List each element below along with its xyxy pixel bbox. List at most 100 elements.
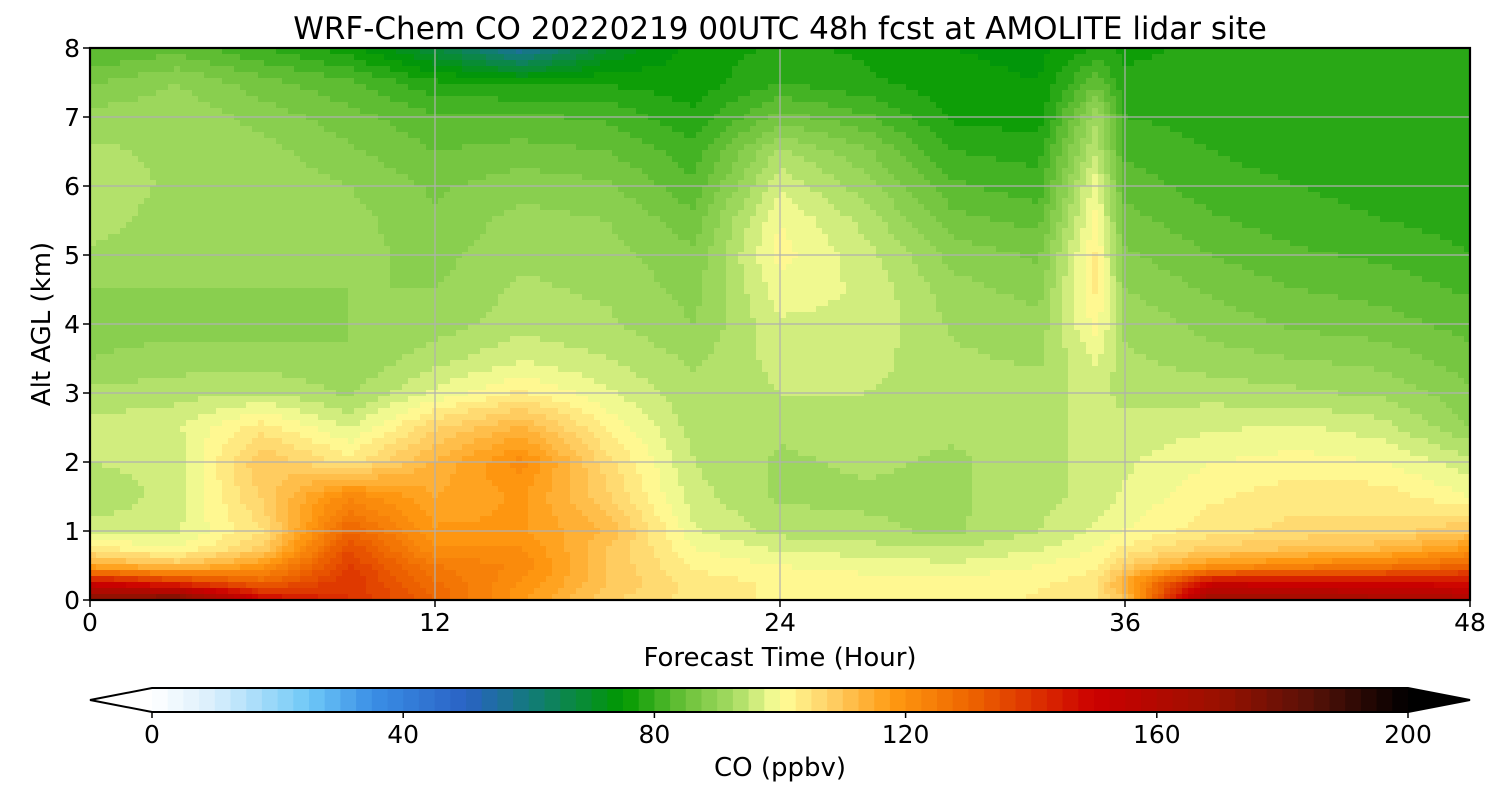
- co-cell: [984, 54, 991, 61]
- co-cell: [120, 102, 127, 109]
- co-cell: [216, 126, 223, 133]
- co-cell: [786, 120, 793, 127]
- co-cell: [804, 168, 811, 175]
- co-cell: [570, 48, 577, 55]
- co-cell: [780, 144, 787, 151]
- co-cell: [1230, 144, 1237, 151]
- co-cell: [726, 54, 733, 61]
- co-cell: [768, 66, 775, 73]
- co-cell: [138, 102, 145, 109]
- co-cell: [840, 102, 847, 109]
- co-cell: [354, 120, 361, 127]
- co-cell: [1224, 108, 1231, 115]
- co-cell: [870, 150, 877, 157]
- co-cell: [474, 132, 481, 139]
- co-cell: [1062, 54, 1069, 61]
- co-cell: [690, 96, 697, 103]
- co-cell: [168, 150, 175, 157]
- co-cell: [462, 66, 469, 73]
- co-cell: [498, 150, 505, 157]
- co-cell: [1320, 60, 1327, 67]
- co-cell: [756, 174, 763, 181]
- co-cell: [390, 78, 397, 85]
- co-cell: [300, 132, 307, 139]
- co-cell: [276, 162, 283, 169]
- co-cell: [1386, 108, 1393, 115]
- co-cell: [1320, 168, 1327, 175]
- co-cell: [744, 108, 751, 115]
- co-cell: [894, 60, 901, 67]
- co-cell: [1230, 150, 1237, 157]
- co-cell: [306, 150, 313, 157]
- co-cell: [888, 174, 895, 181]
- co-cell: [228, 72, 235, 79]
- co-cell: [144, 162, 151, 169]
- co-cell: [906, 150, 913, 157]
- co-cell: [1032, 66, 1039, 73]
- co-cell: [546, 102, 553, 109]
- co-cell: [1242, 66, 1249, 73]
- co-cell: [1368, 144, 1375, 151]
- co-cell: [726, 48, 733, 55]
- co-cell: [702, 132, 709, 139]
- co-cell: [420, 60, 427, 67]
- co-cell: [900, 126, 907, 133]
- co-cell: [822, 150, 829, 157]
- co-cell: [1230, 54, 1237, 61]
- co-cell: [222, 90, 229, 97]
- co-cell: [1464, 144, 1471, 151]
- co-cell: [1344, 120, 1351, 127]
- co-cell: [1164, 60, 1171, 67]
- co-cell: [624, 48, 631, 55]
- co-cell: [204, 150, 211, 157]
- co-cell: [504, 120, 511, 127]
- co-cell: [912, 156, 919, 163]
- co-cell: [1158, 54, 1165, 61]
- co-cell: [1056, 150, 1063, 157]
- co-cell: [192, 120, 199, 127]
- co-cell: [1410, 150, 1417, 157]
- co-cell: [348, 102, 355, 109]
- co-cell: [672, 162, 679, 169]
- co-cell: [840, 174, 847, 181]
- co-cell: [444, 156, 451, 163]
- co-cell: [948, 132, 955, 139]
- co-cell: [786, 72, 793, 79]
- co-cell: [1320, 48, 1327, 55]
- co-cell: [1380, 84, 1387, 91]
- co-cell: [1038, 150, 1045, 157]
- co-cell: [240, 60, 247, 67]
- co-cell: [408, 150, 415, 157]
- co-cell: [540, 108, 547, 115]
- co-cell: [888, 162, 895, 169]
- co-cell: [1014, 120, 1021, 127]
- co-cell: [498, 78, 505, 85]
- co-cell: [222, 120, 229, 127]
- co-cell: [1386, 168, 1393, 175]
- co-cell: [990, 168, 997, 175]
- co-cell: [1158, 126, 1165, 133]
- co-cell: [150, 90, 157, 97]
- co-cell: [438, 126, 445, 133]
- co-cell: [1146, 132, 1153, 139]
- co-cell: [1068, 120, 1075, 127]
- co-cell: [1020, 72, 1027, 79]
- co-cell: [384, 96, 391, 103]
- co-cell: [1368, 156, 1375, 163]
- co-cell: [1326, 72, 1333, 79]
- co-cell: [636, 156, 643, 163]
- co-cell: [960, 138, 967, 145]
- co-cell: [1098, 144, 1105, 151]
- co-cell: [504, 144, 511, 151]
- co-cell: [1290, 48, 1297, 55]
- co-cell: [744, 126, 751, 133]
- co-cell: [288, 138, 295, 145]
- co-cell: [942, 174, 949, 181]
- co-cell: [792, 174, 799, 181]
- co-cell: [1296, 90, 1303, 97]
- co-cell: [636, 66, 643, 73]
- co-cell: [192, 138, 199, 145]
- co-cell: [672, 174, 679, 181]
- co-cell: [240, 138, 247, 145]
- co-cell: [1182, 126, 1189, 133]
